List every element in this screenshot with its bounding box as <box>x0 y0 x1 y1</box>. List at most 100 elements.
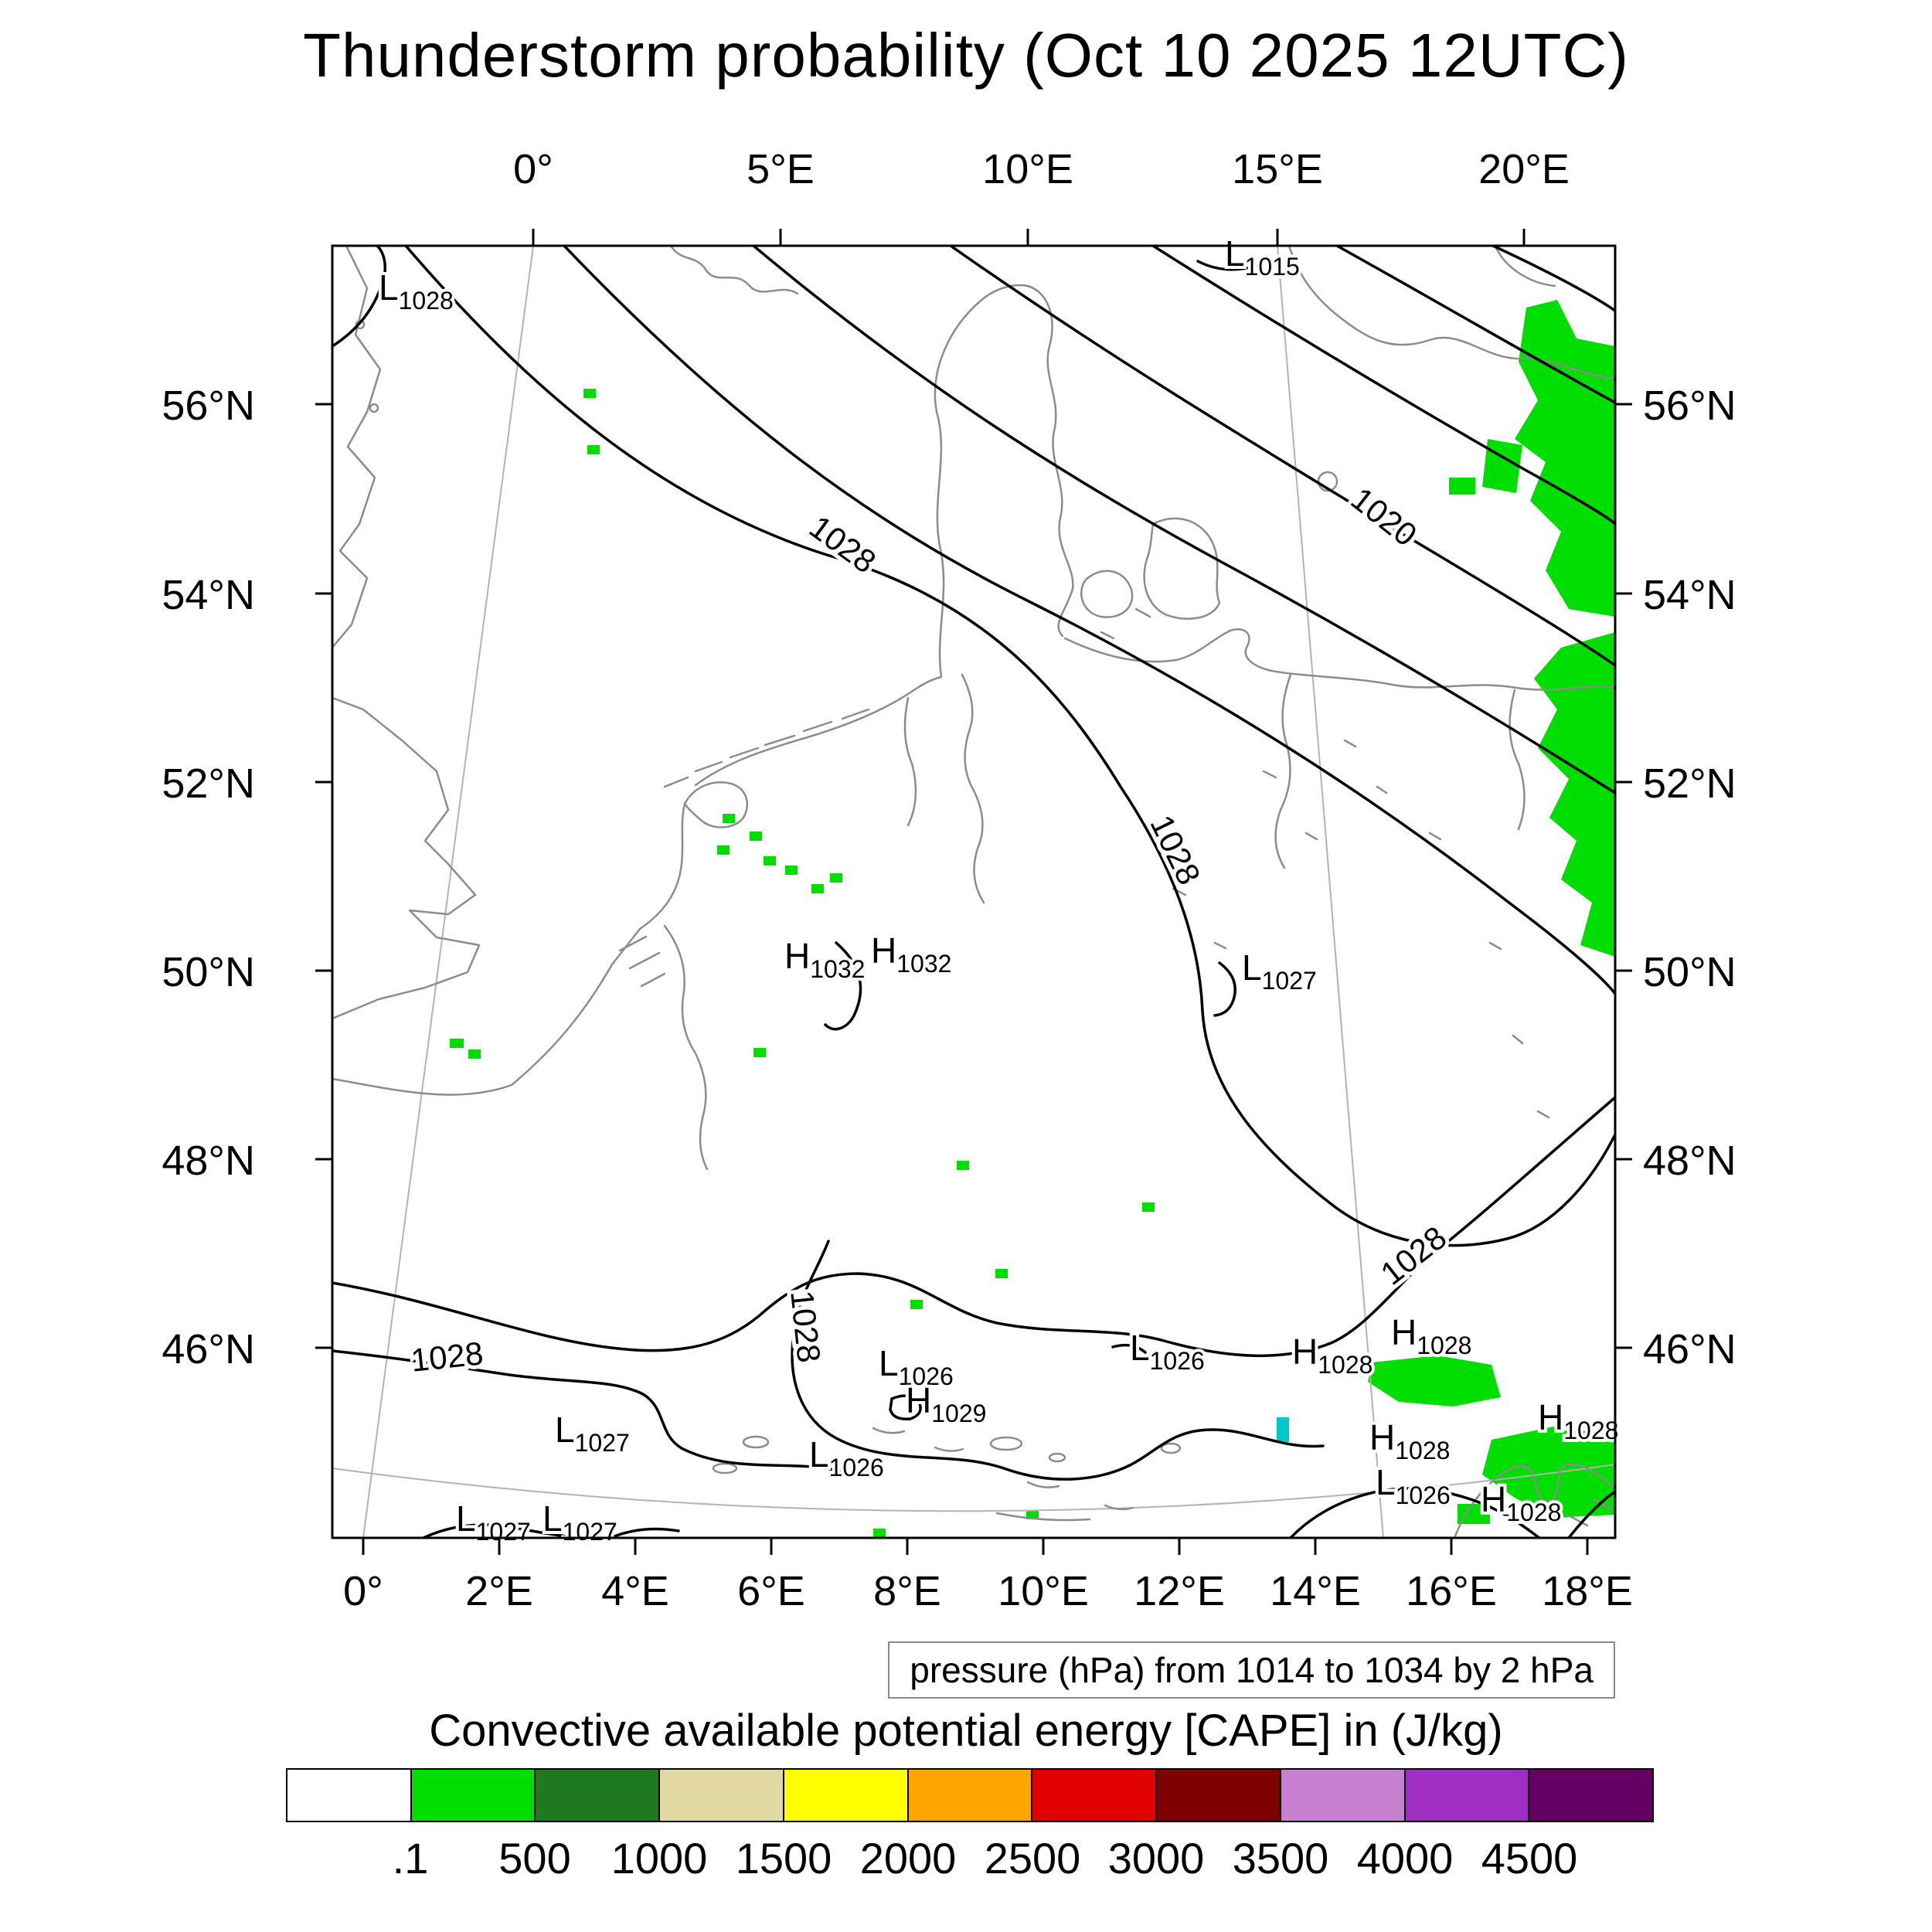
scattered-lakes-east <box>1172 739 1550 1119</box>
meridian-15deg <box>1277 246 1384 1538</box>
colorbar-tick-label: 2500 <box>984 1834 1081 1883</box>
island-fyn <box>1080 570 1134 618</box>
isobar <box>1111 1343 1147 1354</box>
top-axis-label: 0° <box>513 146 553 192</box>
coast-channel-france <box>332 927 641 1096</box>
top-axis-label: 20°E <box>1478 146 1570 192</box>
pressure-center-label: L1026 <box>879 1343 954 1390</box>
pressure-center-label: L1026 <box>1376 1462 1451 1509</box>
isobar <box>791 1240 1325 1481</box>
colorbar-cell <box>658 1768 784 1822</box>
cape-blob-east-west-extension <box>1449 439 1522 495</box>
right-axis-label: 56°N <box>1643 383 1736 429</box>
contour-label: 1028 <box>410 1335 485 1379</box>
pressure-center-label: L1027 <box>456 1498 531 1546</box>
cape-blob-east-lower <box>1534 632 1615 957</box>
contour-labels: 1028 1020 1028 1028 1028 1028 <box>406 476 1458 1383</box>
colorbar-tick-label: 3500 <box>1232 1834 1329 1883</box>
alpine-lake <box>1048 1452 1066 1463</box>
pressure-center-label: H1028 <box>1538 1397 1618 1444</box>
isobar <box>563 246 1615 995</box>
colorbar-cell <box>906 1768 1033 1822</box>
right-axis-label: 50°N <box>1643 949 1736 995</box>
colorbar-cell <box>1155 1768 1281 1822</box>
river-oder <box>1274 673 1292 869</box>
coast-sweden <box>1287 246 1615 380</box>
coastlines <box>332 246 1615 1538</box>
right-axis-label: 54°N <box>1643 572 1736 618</box>
colorbar-tick-label: 1000 <box>611 1834 708 1883</box>
coast-jutland <box>934 284 1074 679</box>
meridian-0deg <box>362 246 534 1538</box>
right-axis-ticks <box>1615 403 1632 1349</box>
pressure-center-label: H1029 <box>906 1380 986 1427</box>
isobar-small-oval <box>889 1394 922 1420</box>
colorbar-cell <box>782 1768 909 1822</box>
pressure-center-label: L1027 <box>1242 947 1317 995</box>
pressure-center-label: H1028 <box>1391 1312 1471 1359</box>
isobar <box>1492 246 1615 312</box>
river-rhine <box>663 924 709 1171</box>
bottom-axis-label: 6°E <box>737 1568 805 1614</box>
isobars <box>332 246 1615 1538</box>
left-axis-label: 46°N <box>162 1326 255 1372</box>
coast-baltic-south <box>1063 628 1615 691</box>
colorbar-tick-label: 1500 <box>735 1834 832 1883</box>
colorbar-cell <box>534 1768 661 1822</box>
lake-garda <box>1160 1442 1182 1454</box>
isobar <box>332 1349 845 1475</box>
colorbar-tick-label: 4500 <box>1481 1834 1578 1883</box>
bottom-axis-label: 10°E <box>998 1568 1089 1614</box>
cyan-patch <box>1277 1417 1289 1442</box>
bottom-axis-ticks <box>362 1538 1589 1555</box>
coast-adriatic <box>1453 1463 1615 1538</box>
pressure-note: pressure (hPa) from 1014 to 1034 by 2 hP… <box>888 1641 1615 1699</box>
top-axis-ticks <box>532 229 1526 246</box>
isobar <box>1289 1487 1615 1538</box>
isobar <box>1151 246 1615 526</box>
alpine-squiggles <box>872 1427 1134 1522</box>
bottom-axis-label: 12°E <box>1134 1568 1225 1614</box>
pressure-center-label: L1028 <box>379 267 454 315</box>
coast-netherlands <box>638 802 686 930</box>
bottom-axis-label: 2°E <box>465 1568 533 1614</box>
colorbar-title: Convective available potential energy [C… <box>429 1706 1503 1756</box>
lake-constance <box>989 1436 1023 1451</box>
small-island <box>369 403 379 413</box>
isobar-1020 <box>949 246 1615 667</box>
pressure-center-label: H1028 <box>1481 1479 1561 1526</box>
colorbar-tick-label: .1 <box>392 1834 429 1883</box>
colorbar-cell <box>286 1768 412 1822</box>
contour-label: 1020 <box>1345 480 1424 553</box>
isobar <box>1196 260 1257 271</box>
wadden-islands <box>663 708 870 788</box>
pressure-center-label: L1027 <box>543 1498 617 1546</box>
right-axis-label: 46°N <box>1643 1326 1736 1372</box>
bottom-axis-label: 18°E <box>1542 1568 1633 1614</box>
left-axis-label: 56°N <box>162 383 255 429</box>
left-axis-ticks <box>315 403 332 1349</box>
colorbar-tick-label: 3000 <box>1107 1834 1205 1883</box>
top-axis-label: 15°E <box>1232 146 1323 192</box>
lake-ijsselmeer <box>683 781 748 828</box>
top-axis-label: 5°E <box>747 146 815 192</box>
contour-label: 1028 <box>1143 809 1207 890</box>
isobar <box>332 246 387 348</box>
top-axis-label: 10°E <box>982 146 1073 192</box>
isobar <box>752 246 1615 794</box>
colorbar-cell <box>1279 1768 1406 1822</box>
cape-blob-southeast <box>1368 1355 1501 1406</box>
bottom-axis-label: 16°E <box>1406 1568 1497 1614</box>
pressure-center-label: L1015 <box>1225 233 1300 281</box>
isobar <box>422 1523 680 1538</box>
coast-sweden-fragment <box>1494 246 1556 287</box>
pressure-center-label: H1028 <box>1369 1417 1450 1464</box>
pressure-center-label: H1032 <box>871 930 951 978</box>
pressure-center-label: H1032 <box>784 936 865 983</box>
colorbar-cell <box>410 1768 536 1822</box>
river-vistula <box>1509 689 1526 831</box>
small-danish-islands <box>1100 607 1151 640</box>
pressure-center-label: L1027 <box>555 1410 630 1457</box>
isobar-1028-south <box>332 1096 1615 1358</box>
